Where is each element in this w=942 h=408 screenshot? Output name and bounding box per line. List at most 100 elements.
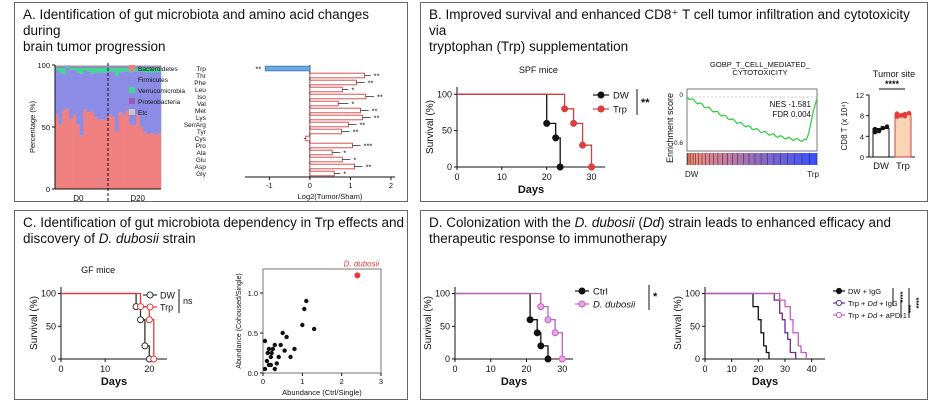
b3-ytick-label-4: 4 xyxy=(860,132,864,141)
d2-series-line-2 xyxy=(705,292,797,359)
b2-rank-cell-2 xyxy=(690,153,694,165)
stacked-bar-4-3 xyxy=(65,66,70,68)
a2-bar-Leu xyxy=(309,86,343,93)
c2-ytick-label-1.0: 1.0 xyxy=(248,289,258,298)
stacked-bar-28-3 xyxy=(150,67,155,73)
stacked-bar-3-3 xyxy=(62,67,66,74)
stacked-bar-2-3 xyxy=(58,67,63,73)
d2-series-line-3 xyxy=(705,292,807,359)
stacked-bar-5-2 xyxy=(69,69,73,120)
b2-xlabel-left: DW xyxy=(685,170,699,179)
a2-sig-Gly: * xyxy=(343,170,346,179)
stacked-bar-24-4 xyxy=(136,66,141,68)
stacked-bar-19-1 xyxy=(118,112,123,189)
c2-xtick-label-3: 3 xyxy=(379,377,383,386)
panel-c-title-post: strain xyxy=(158,231,196,246)
c2-point-24 xyxy=(282,348,287,353)
a2-bar-Trp xyxy=(264,65,311,72)
a1-legend-swatch-1 xyxy=(129,65,135,71)
stacked-bar-2-1 xyxy=(58,124,63,189)
d2-sig-label-1: **** xyxy=(896,292,903,303)
c2-point-8 xyxy=(272,342,277,348)
panel-d: D. Colonization with the D. dubosii (Dd)… xyxy=(420,210,928,400)
b2-rank-cell-6 xyxy=(703,153,707,165)
a2-bar-Val xyxy=(309,100,339,107)
stacked-bar-4-2 xyxy=(65,67,70,109)
stacked-bar-7-1 xyxy=(76,124,81,189)
stacked-bar-26-2 xyxy=(143,72,148,132)
stacked-bar-14-5 xyxy=(100,65,105,67)
b2-rank-cell-34 xyxy=(794,153,798,165)
b2-enrichment-curve xyxy=(686,96,818,143)
stacked-bar-7-2 xyxy=(76,72,81,125)
a2-sig-Phe: ** xyxy=(368,79,374,88)
stacked-bar-7-4 xyxy=(76,66,81,68)
a1-legend-label-3: Verrucomicrobia xyxy=(138,88,185,95)
stacked-bar-1-3 xyxy=(55,67,59,70)
panel-b-title: B. Improved survival and enhanced CD8⁺ T… xyxy=(429,7,927,55)
c1-legend-marker-1 xyxy=(146,291,154,299)
c1-marker-2-2 xyxy=(145,316,153,324)
d2-xtick-label-0: 0 xyxy=(702,364,707,374)
d1-ylabel: Survival (%) xyxy=(423,296,434,350)
c2-point-13 xyxy=(280,330,285,336)
a2-sig-Glu: * xyxy=(353,156,356,165)
stacked-bar-11-4 xyxy=(90,66,95,68)
b1-marker-1-3 xyxy=(556,163,564,171)
panel-b-figure: 0 10 20 30 0 50 100 Days Survival (%) SPF mice DW T… xyxy=(425,60,915,196)
panel-a-title: A. Identification of gut microbiota and … xyxy=(23,7,407,55)
c2-ytick-label-0.0: 0.0 xyxy=(248,369,258,378)
stacked-bar-19-2 xyxy=(118,72,123,113)
c1-marker-2-1 xyxy=(137,303,144,311)
stacked-bar-28-5 xyxy=(150,65,155,67)
b2-title-line1: GOBP_T_CELL_MEDIATED_ xyxy=(710,60,811,69)
stacked-bar-6-2 xyxy=(72,69,77,115)
stacked-bar-10-5 xyxy=(86,65,91,67)
b1-ytick-label-50: 50 xyxy=(442,126,452,136)
stacked-bar-30-4 xyxy=(157,66,162,68)
a1-group-label-d20: D20 xyxy=(130,194,145,203)
stacked-bar-28-1 xyxy=(150,133,155,189)
stacked-bar-26-4 xyxy=(143,66,148,68)
c2-point-2 xyxy=(264,358,270,364)
stacked-bar-11-3 xyxy=(90,67,95,74)
d1-legend-label-1: Ctrl xyxy=(593,287,608,298)
stacked-bar-16-2 xyxy=(108,71,112,115)
c2-ylabel: Abundance (Cohoused/Single) xyxy=(236,273,243,368)
a2-sig-Val: * xyxy=(351,100,354,109)
stacked-bar-17-2 xyxy=(111,71,116,118)
c2-point-22 xyxy=(311,326,317,332)
stacked-bar-25-2 xyxy=(139,71,144,127)
b3-point-Trp-5 xyxy=(894,111,900,116)
d2-ytick-label-50: 50 xyxy=(690,321,700,331)
c1-ytick-label-50: 50 xyxy=(46,321,56,331)
b1-xlabel: Days xyxy=(518,184,544,196)
b2-rank-cell-40 xyxy=(813,153,818,165)
b2-rank-cell-7 xyxy=(706,153,710,165)
c1-significance: ns xyxy=(183,296,193,306)
stacked-bar-16-4 xyxy=(108,66,112,68)
a1-ylabel: Percentage (%) xyxy=(28,100,37,153)
stacked-bar-13-2 xyxy=(97,72,102,120)
a2-category-label-Phe: Phe xyxy=(194,80,206,87)
d1-marker-1-3 xyxy=(537,342,545,350)
b2-ylabel: Enrichment score xyxy=(665,93,675,163)
stacked-bar-11-2 xyxy=(90,73,95,111)
b3-point-DW-3 xyxy=(880,125,886,131)
c2-xtick-label-2: 2 xyxy=(340,377,344,386)
stacked-bar-26-3 xyxy=(143,67,148,73)
d2-ytick-label-100: 100 xyxy=(685,289,700,299)
d1-legend-marker-1 xyxy=(578,287,586,295)
a2-category-label-Ala: Ala xyxy=(196,150,206,157)
stacked-bar-6-4 xyxy=(72,66,77,68)
b2-rank-cell-36 xyxy=(800,153,805,165)
a2-xtick-label-1: 1 xyxy=(348,181,352,190)
stacked-bar-9-2 xyxy=(83,69,88,110)
a2-bar-Ala xyxy=(309,149,333,156)
d2-legend-marker-1 xyxy=(835,287,843,295)
b3-point-Trp-1 xyxy=(894,114,900,119)
stacked-bar-9-3 xyxy=(83,67,88,70)
stacked-bar-19-4 xyxy=(118,66,123,68)
c2-point-20 xyxy=(304,298,309,304)
panel-c-title: C. Identification of gut microbiota depe… xyxy=(23,215,404,247)
